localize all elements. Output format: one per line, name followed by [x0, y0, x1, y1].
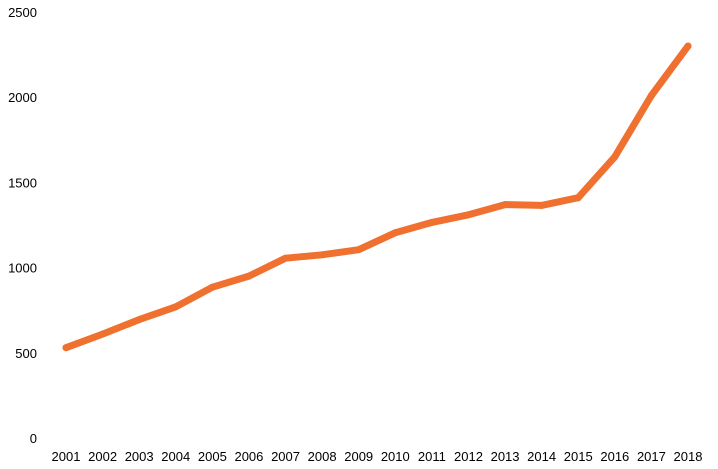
data-point [318, 251, 326, 259]
x-tick-label: 2006 [234, 449, 263, 464]
data-point [501, 201, 509, 209]
data-point [428, 218, 436, 226]
data-point [464, 211, 472, 219]
data-point [574, 194, 582, 202]
data-point [62, 344, 70, 352]
x-tick-label: 2009 [344, 449, 373, 464]
data-point [391, 229, 399, 237]
x-tick-label: 2008 [308, 449, 337, 464]
data-point [208, 283, 216, 291]
x-tick-label: 2017 [637, 449, 666, 464]
x-tick-label: 2010 [381, 449, 410, 464]
x-tick-label: 2013 [491, 449, 520, 464]
x-tick-label: 2011 [418, 449, 446, 464]
x-tick-label: 2014 [527, 449, 556, 464]
data-point [647, 91, 655, 99]
x-tick-label: 2002 [88, 449, 117, 464]
data-point [99, 330, 107, 338]
data-point [172, 303, 180, 311]
data-point [611, 153, 619, 161]
data-point [538, 201, 546, 209]
data-point [355, 246, 363, 254]
x-tick-label: 2004 [161, 449, 190, 464]
plot-area [62, 42, 692, 352]
x-tick-label: 2012 [454, 449, 483, 464]
x-tick-label: 2003 [125, 449, 154, 464]
x-axis: 2001 2002 2003 2004 2005 2006 2007 2008 2009 2010… [52, 449, 703, 464]
y-tick-label: 2000 [8, 90, 37, 105]
x-tick-label: 2005 [198, 449, 227, 464]
x-tick-label: 2015 [564, 449, 593, 464]
data-point [135, 316, 143, 324]
y-tick-label: 0 [30, 431, 37, 446]
y-tick-label: 1000 [8, 261, 37, 276]
y-tick-label: 500 [15, 346, 37, 361]
x-tick-label: 2007 [271, 449, 300, 464]
y-tick-label: 2500 [8, 5, 37, 20]
y-tick-label: 1500 [8, 175, 37, 190]
y-axis: 0 500 1000 1500 2000 2500 [8, 5, 37, 446]
series-line [62, 42, 692, 352]
x-tick-label: 2018 [674, 449, 703, 464]
x-tick-label: 2016 [600, 449, 629, 464]
data-point [684, 42, 692, 50]
data-point [245, 272, 253, 280]
data-point [282, 254, 290, 262]
x-tick-label: 2001 [52, 449, 81, 464]
